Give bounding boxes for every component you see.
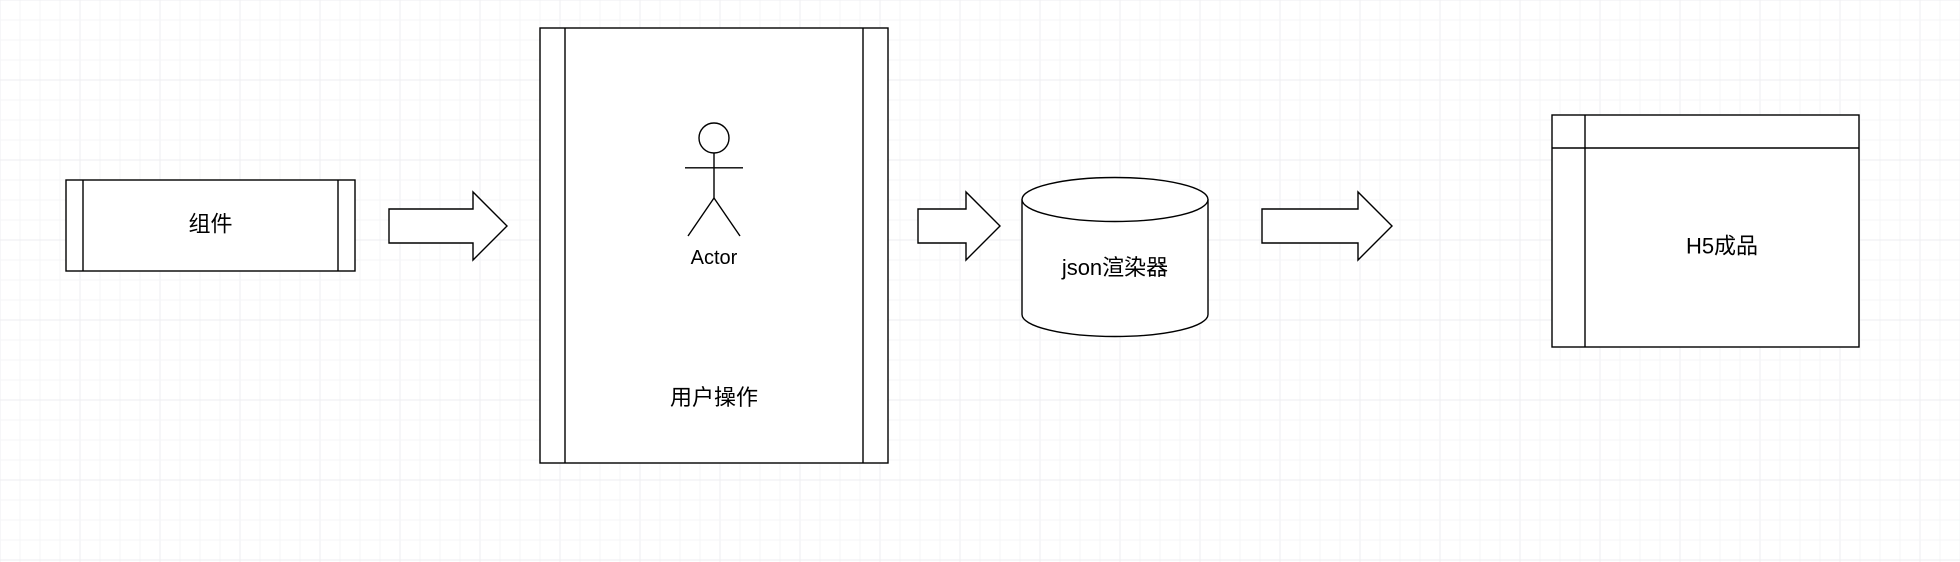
node-user-ops-label: 用户操作 — [670, 385, 758, 410]
node-json-renderer: json渲染器 — [1022, 178, 1208, 337]
node-h5-product-label: H5成品 — [1686, 233, 1758, 258]
node-component-label: 组件 — [188, 211, 232, 236]
node-json-renderer-label: json渲染器 — [1061, 255, 1168, 280]
node-component: 组件 — [66, 180, 355, 271]
node-user-ops: Actor 用户操作 — [540, 28, 888, 463]
actor-label: Actor — [691, 247, 738, 269]
node-h5-product: H5成品 — [1552, 115, 1859, 347]
